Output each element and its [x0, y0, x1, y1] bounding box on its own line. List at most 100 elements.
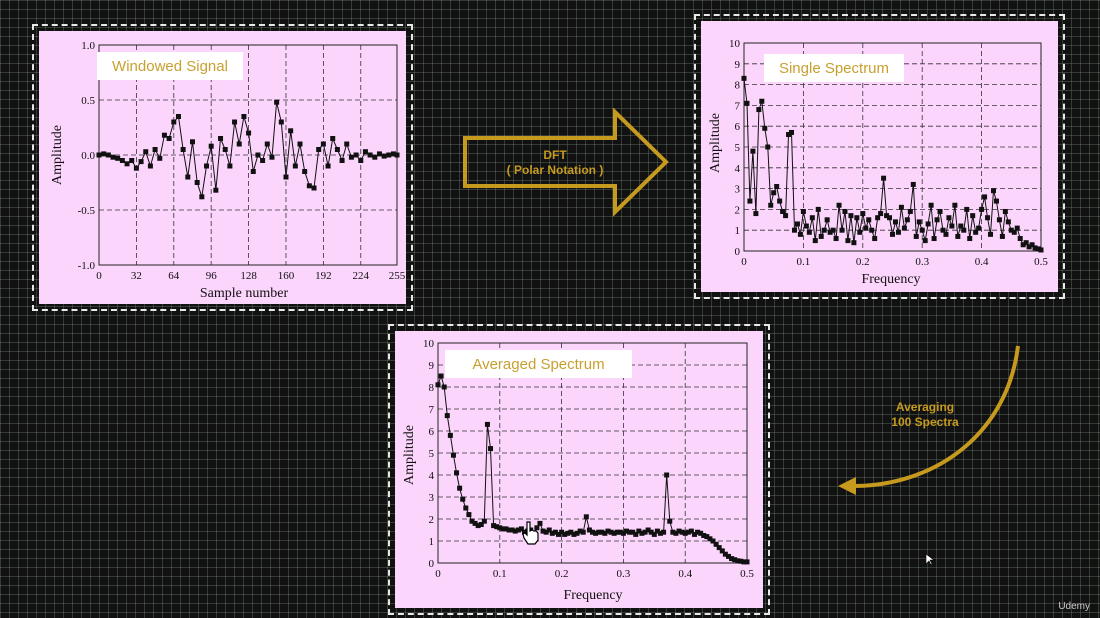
data-point: [306, 183, 312, 189]
data-point: [110, 154, 116, 160]
data-point: [463, 505, 469, 511]
data-point: [993, 198, 999, 204]
data-point: [719, 548, 725, 554]
data-point: [636, 528, 642, 534]
y-tick-label: 5: [429, 448, 435, 460]
data-point: [789, 129, 795, 135]
single-spectrum-panel: 0 0.1 0.2 0.3 0.4 0.5 0 1 2 3 4 5 6 7 8 9 10 Frequency Amp…: [694, 14, 1065, 299]
udemy-watermark: Udemy: [1058, 601, 1090, 612]
data-point: [872, 236, 878, 242]
x-tick-label: 0.5: [1034, 256, 1048, 268]
data-point: [129, 158, 135, 163]
x-tick-label: 0.4: [678, 568, 692, 580]
data-point: [264, 141, 270, 147]
data-point: [255, 152, 261, 158]
data-point: [518, 526, 524, 532]
data-point: [1026, 244, 1032, 250]
data-point: [438, 373, 444, 379]
data-point: [895, 229, 901, 235]
data-point: [605, 528, 611, 534]
y-tick-label: 9: [429, 360, 435, 372]
averaging-line2: 100 Spectra: [891, 415, 959, 429]
data-point: [642, 529, 648, 535]
data-point: [175, 114, 181, 119]
data-point: [367, 152, 373, 158]
data-point: [450, 452, 456, 458]
data-point: [688, 528, 694, 534]
data-point: [509, 527, 515, 533]
averaging-arrow: [838, 345, 1020, 495]
data-point: [1035, 246, 1041, 252]
y-tick-label: 0.0: [81, 150, 95, 162]
data-point: [617, 529, 623, 535]
data-point: [543, 529, 549, 535]
data-point: [797, 231, 803, 237]
data-point: [488, 446, 494, 452]
data-point: [562, 531, 568, 537]
data-point: [491, 523, 497, 529]
y-tick-label: 8: [735, 80, 741, 92]
data-point: [441, 384, 447, 390]
data-point: [925, 221, 931, 227]
data-point: [791, 227, 797, 233]
data-point: [934, 217, 940, 223]
data-point: [386, 152, 392, 158]
y-tick-label: 7: [429, 404, 435, 416]
y-tick-label: 5: [735, 142, 741, 154]
data-point: [670, 529, 676, 535]
data-point: [928, 202, 934, 208]
data-point: [809, 215, 815, 221]
data-point: [546, 527, 552, 533]
data-point: [444, 413, 450, 419]
data-point: [124, 161, 130, 167]
data-point: [851, 240, 857, 246]
data-point: [916, 219, 922, 225]
data-point: [657, 530, 663, 536]
data-point: [358, 158, 364, 163]
y-tick-label: 2: [735, 204, 741, 216]
data-point: [180, 147, 186, 152]
data-point: [447, 432, 453, 438]
y-tick-label: 0.5: [81, 95, 95, 107]
x-axis-label: Sample number: [200, 286, 289, 301]
data-point: [503, 526, 509, 532]
y-tick-label: 6: [429, 426, 435, 438]
data-point: [732, 557, 738, 563]
data-point: [958, 223, 964, 229]
windowed-signal-title: Windowed Signal: [97, 52, 243, 80]
data-point: [854, 215, 860, 221]
data-point: [96, 152, 102, 158]
data-point: [512, 528, 518, 534]
data-point: [682, 530, 688, 536]
x-tick-label: 0.3: [915, 256, 929, 268]
data-point: [537, 520, 543, 526]
data-point: [1020, 242, 1026, 248]
data-point: [961, 227, 967, 233]
data-point: [227, 163, 233, 169]
data-point: [611, 530, 617, 536]
x-axis-label: Frequency: [563, 588, 622, 603]
data-point: [827, 229, 833, 235]
data-point: [768, 202, 774, 208]
data-point: [946, 215, 952, 221]
data-point: [878, 211, 884, 217]
y-tick-label: -0.5: [78, 205, 96, 217]
x-tick-label: 0.5: [740, 568, 754, 580]
data-point: [848, 213, 854, 219]
x-tick-label: 0.2: [856, 256, 870, 268]
data-point: [976, 225, 982, 231]
x-tick-label: 160: [278, 270, 295, 282]
data-point: [292, 163, 298, 169]
y-tick-label: 1: [735, 225, 741, 237]
data-point: [1014, 225, 1020, 231]
data-point: [143, 149, 149, 155]
data-point: [586, 527, 592, 533]
data-point: [171, 119, 177, 125]
data-point: [821, 227, 827, 233]
data-point: [283, 174, 289, 180]
data-point: [246, 130, 252, 136]
plot-frame: [743, 42, 1042, 252]
data-point: [1011, 229, 1017, 235]
y-tick-label: 3: [735, 184, 741, 196]
data-point: [549, 530, 555, 536]
